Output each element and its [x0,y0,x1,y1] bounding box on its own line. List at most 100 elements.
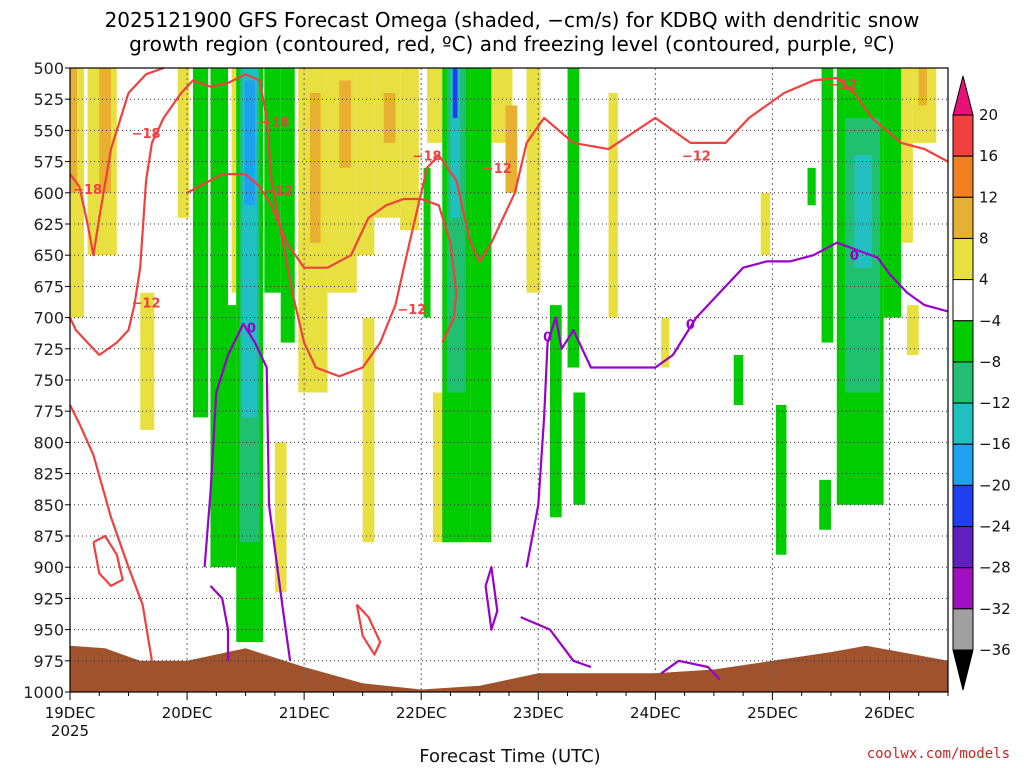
colorbar-legend: 20 16 12 8 4 −4 −8 −12 −16 −20 −24 −28 −32 −36 [952,75,1011,691]
y-tick-label: 925 [33,589,64,608]
colorbar-tick-label: 4 [979,271,989,289]
omega-shade-cell [99,68,111,193]
x-tick-label: 20DEC [162,704,213,722]
y-tick-label: 675 [33,277,64,296]
snow_growth_region [355,603,382,656]
omega-shade-cell [280,68,295,343]
omega-shade-cell [608,92,618,318]
colorbar-tick-label: −16 [979,435,1011,453]
plot-area: −18 −18 −12 −18 −12 −18 −12 −12 −12 −12 0 0 0 0 [69,66,949,693]
colorbar-tick-label: −8 [979,353,1001,371]
y-tick-label: 875 [33,527,64,546]
freezing_level [520,616,592,669]
omega-shade-cell [775,404,787,555]
omega-shade-cell [400,68,419,231]
y-tick-label: 725 [33,340,64,359]
omega-shade-cell [244,80,255,206]
chart-title-line1: 2025121900 GFS Forecast Omega (shaded, −… [105,8,920,32]
y-tick-label: 900 [33,558,64,577]
colorbar-swatch [952,155,974,198]
snow_growth_region [69,73,949,378]
y-tick-label: 625 [33,215,64,234]
x-tick-label: 26DEC [864,704,915,722]
y-tick-label: 700 [33,309,64,328]
colorbar-swatch [952,567,974,610]
colorbar-swatch [952,320,974,363]
y-tick-label: 950 [33,621,64,640]
colorbar-swatch [952,114,974,157]
y-tick-label: 525 [33,90,64,109]
snow_growth_region [92,534,124,587]
x-tick-label: 21DEC [279,704,330,722]
colorbar-swatch [952,608,974,651]
omega-shade-cell [356,68,375,256]
omega-shade-cell [573,392,586,505]
credit-text: coolwx.com/models [867,746,1010,762]
colorbar-tick-label: −32 [979,600,1011,618]
omega-shade-cell [362,317,375,543]
snow-growth-contour-label: −18 [413,149,442,164]
snow_growth_region [69,404,153,661]
omega-shade-cell [567,68,580,368]
omega-shade-cell [309,92,321,243]
snow-growth-contour-label: −12 [682,149,711,164]
omega-shade-cell [177,68,190,218]
omega-shade-cell [821,68,834,343]
colorbar-swatch [952,237,974,281]
colorbar-swatch [952,443,974,486]
snow-growth-contour-label: −18 [260,116,289,131]
colorbar-swatch [952,402,974,445]
freezing_level [484,566,499,631]
colorbar-tick-label: 8 [979,229,989,247]
colorbar-tick-label: −12 [979,394,1011,412]
freezing_level-group: 0 0 0 0 [203,241,949,681]
colorbar-swatch [952,484,974,528]
colorbar-bottom-triangle [952,649,974,691]
freezing_level [660,659,721,681]
y-tick-label: 975 [33,652,64,671]
snow-growth-contour-label: −12 [132,297,161,312]
omega-shade-cell [432,392,445,543]
omega-shade-cell [339,80,351,168]
snow-growth-contour-label: −12 [264,184,293,199]
chart-title-line2: growth region (contoured, red, ºC) and f… [129,32,895,56]
x-tick-label: 23DEC [513,704,564,722]
colorbar-tick-label: 20 [979,106,998,124]
omega-shade-cell [807,167,816,206]
colorbar-swatch [952,196,974,239]
freezing-level-contour-label: 0 [850,249,859,264]
freezing-level-contour-label: 0 [543,330,552,345]
omega-shade-cell [760,192,771,256]
snow-growth-contour-label: −12 [828,78,857,93]
colorbar-swatch [952,526,974,569]
omega-shade-cell [274,442,287,593]
colorbar-swatch [952,279,974,322]
freezing_level [203,322,292,661]
x-tick-label: 24DEC [630,704,681,722]
freezing_level [525,241,949,568]
x-tick-sublabel: 2025 [51,722,89,740]
snow-growth-contour-label: −12 [397,303,426,318]
y-tick-label: 850 [33,496,64,515]
omega-shade-cell [140,292,155,430]
snow_growth_region [69,66,165,257]
omega-shade-cell [70,68,78,193]
omega-shade-cell [819,479,831,530]
omega-shade-cell [452,68,458,118]
y-axis-pressure: 500 525 550 575 600 625 650 675 700 725 750 775 800 8… [23,59,70,702]
y-tick-label: 600 [33,184,64,203]
x-axis-title: Forecast Time (UTC) [419,746,600,767]
colorbar-top-triangle [952,75,974,116]
snow-growth-contour-label: −18 [132,127,161,142]
omega-shade-cell [222,305,237,568]
y-tick-label: 500 [33,59,64,78]
omega-shade-cell [450,68,460,218]
freezing-level-contour-label: 0 [686,318,695,333]
colorbar-tick-label: −36 [979,641,1011,659]
y-tick-label: 575 [33,153,64,172]
x-tick-label: 25DEC [747,704,798,722]
snow_growth_region [186,173,458,344]
